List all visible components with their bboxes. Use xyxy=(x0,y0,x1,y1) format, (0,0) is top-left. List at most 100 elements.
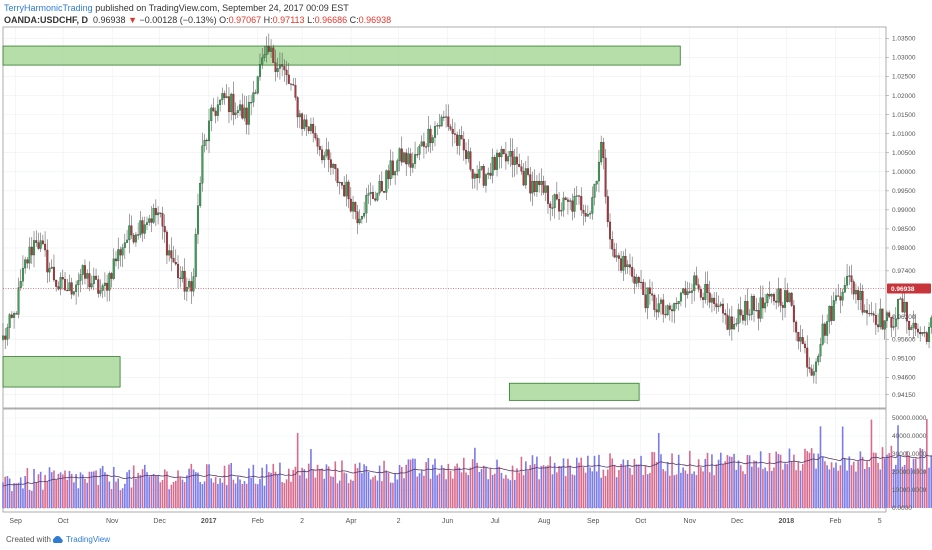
volume-bar xyxy=(591,471,594,508)
candle-body xyxy=(132,234,135,243)
candle-body xyxy=(462,138,465,151)
candle-body xyxy=(870,313,873,315)
price-axis[interactable]: 1.03500 1.03000 1.02500 1.02000 1.01500 1.010… xyxy=(886,36,931,399)
candle-body xyxy=(192,276,195,292)
volume-bar xyxy=(675,474,678,508)
volume-bar xyxy=(55,479,57,508)
volume-bar xyxy=(57,473,60,508)
candle-body xyxy=(872,313,875,316)
candle-body xyxy=(354,201,357,212)
volume-bar xyxy=(848,456,851,508)
volume-bar xyxy=(704,458,707,508)
candle-body xyxy=(622,255,625,271)
candle-body xyxy=(46,249,49,273)
candle-body xyxy=(112,258,115,279)
candle-body xyxy=(449,126,452,130)
volume-bar xyxy=(640,455,642,508)
candle-body xyxy=(402,152,405,163)
candle-body xyxy=(146,222,149,225)
volume-bar xyxy=(445,479,447,508)
volume-bar xyxy=(463,457,465,508)
candle-body xyxy=(482,166,485,186)
date-tick-label: Jul xyxy=(491,518,500,525)
volume-bar xyxy=(338,480,341,508)
volume-bar xyxy=(910,468,913,508)
candle-body xyxy=(509,151,512,157)
volume-bar xyxy=(234,483,237,508)
time-axis[interactable]: Sep Oct Nov Dec 2017 Feb 2 Apr 2 Jun Jul Aug Sep Oct N… xyxy=(9,518,881,525)
candle-body xyxy=(609,221,612,240)
candle-body xyxy=(877,324,880,328)
open-value: 0.97067 xyxy=(228,15,262,25)
price-tick-label: 0.95100 xyxy=(892,356,916,363)
candle-body xyxy=(48,268,51,273)
volume-bar xyxy=(363,464,365,508)
candle-body xyxy=(748,314,751,316)
candle-body xyxy=(830,306,833,321)
candle-body xyxy=(726,314,729,330)
tradingview-link[interactable]: TradingView xyxy=(66,535,111,544)
volume-bar xyxy=(755,460,758,508)
candle-body xyxy=(86,273,89,279)
candle-body xyxy=(221,93,224,101)
volume-bar xyxy=(804,448,806,508)
volume-bar xyxy=(467,475,470,508)
volume-bar xyxy=(427,458,430,508)
author-link[interactable]: TerryHarmonicTrading xyxy=(4,3,93,13)
volume-pane[interactable] xyxy=(2,408,887,513)
candle-body xyxy=(305,119,308,127)
volume-bar xyxy=(830,462,833,508)
price-tick-label: 0.97400 xyxy=(892,268,916,275)
volume-bar xyxy=(855,471,857,508)
candle-body xyxy=(722,303,725,314)
candle-body xyxy=(177,263,180,279)
candle-body xyxy=(912,322,915,328)
volume-bar xyxy=(95,470,97,508)
candle-body xyxy=(859,291,862,301)
candle-body xyxy=(593,183,596,198)
candle-body xyxy=(15,313,18,315)
volume-bar xyxy=(183,482,186,508)
candle-body xyxy=(126,239,129,243)
candle-body xyxy=(784,290,787,308)
candle-body xyxy=(30,246,33,256)
volume-bar xyxy=(186,475,188,508)
candle-body xyxy=(431,137,434,144)
volume-bar xyxy=(609,453,611,508)
volume-bar xyxy=(682,467,684,508)
candle-body xyxy=(684,288,687,295)
date-tick-label: Feb xyxy=(252,518,264,525)
candle-body xyxy=(418,145,421,155)
candle-body xyxy=(544,185,547,193)
volume-bar xyxy=(283,483,286,508)
usdchf-chart[interactable]: 1.03500 1.03000 1.02500 1.02000 1.01500 1.010… xyxy=(0,0,932,530)
candle-body xyxy=(675,303,678,305)
volume-bar xyxy=(474,447,476,508)
volume-bar xyxy=(529,465,532,508)
volume-bar xyxy=(505,474,507,508)
volume-bar xyxy=(877,462,879,508)
volume-bar xyxy=(327,466,330,508)
volume-bar xyxy=(498,466,501,508)
volume-bar xyxy=(312,469,314,508)
candle-body xyxy=(476,173,479,179)
volume-bar xyxy=(2,482,4,508)
candle-body xyxy=(68,282,71,291)
volume-bar xyxy=(73,482,75,508)
volume-bar xyxy=(923,469,926,508)
symbol-label[interactable]: OANDA:USDCHF, D xyxy=(4,15,88,25)
candle-body xyxy=(387,170,390,180)
candle-body xyxy=(66,290,69,292)
volume-bar xyxy=(671,453,673,508)
candle-body xyxy=(573,196,576,212)
candle-body xyxy=(582,209,585,214)
volume-axis[interactable]: 50000.0000 40000.0000 30000.0000 20000.0000… xyxy=(892,415,927,512)
price-pane[interactable] xyxy=(2,26,887,409)
volume-bar xyxy=(405,464,408,508)
candle-body xyxy=(13,313,16,318)
volume-bar xyxy=(243,481,246,508)
volume-bar xyxy=(323,478,326,508)
date-tick-label: Sep xyxy=(9,518,22,525)
volume-bar xyxy=(496,459,498,508)
supply-demand-zone xyxy=(508,382,640,401)
